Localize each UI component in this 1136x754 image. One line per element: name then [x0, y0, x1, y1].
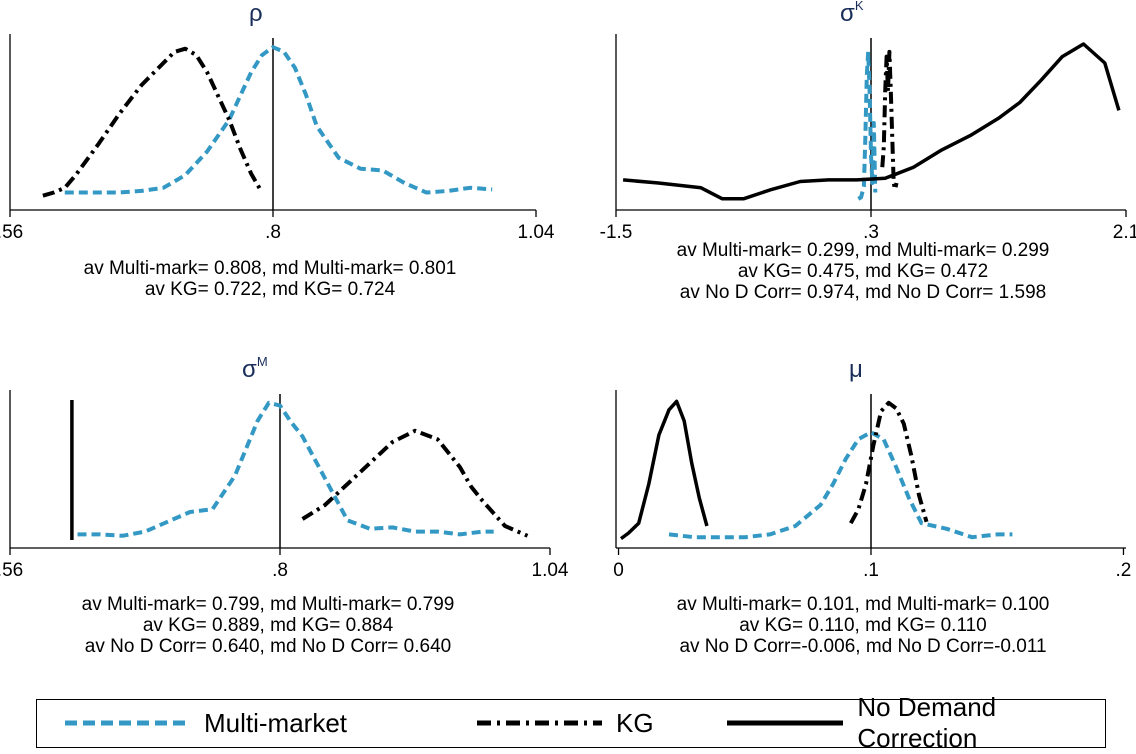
stats-line: av KG= 0.475, md KG= 0.472 [737, 261, 989, 282]
x-tick-label: 2.1 [1113, 222, 1136, 243]
stats-line: av Multi-mark= 0.808, md Multi-mark= 0.8… [83, 258, 457, 279]
stats-line: av KG= 0.722, md KG= 0.724 [144, 279, 396, 300]
stats-line: av Multi-mark= 0.299, md Multi-mark= 0.2… [676, 240, 1050, 261]
stats-line: av No D Corr= 0.974, md No D Corr= 1.598 [679, 282, 1047, 303]
series-line-multi-market [668, 430, 1013, 540]
x-tick-label: .56 [0, 222, 23, 243]
x-tick-label: .8 [265, 222, 281, 243]
series-line-kg [849, 400, 929, 525]
legend-label-multi-market: Multi-market [204, 707, 348, 738]
legend-item-multi-market: Multi-market [65, 700, 347, 746]
series-line-kg [880, 49, 899, 192]
panel-title-rho: ρ [249, 0, 263, 27]
legend-label-kg: KG [616, 707, 654, 738]
x-tick-label: .1 [863, 560, 879, 581]
series-line-multi-market [77, 400, 494, 538]
legend: Multi-market KG No Demand Correction [36, 692, 1106, 753]
x-tick-label: .3 [863, 222, 879, 243]
legend-item-no-demand-correction: No Demand Correction [727, 692, 1105, 753]
legend-swatch-kg [477, 720, 602, 726]
stats-line: av Multi-mark= 0.799, md Multi-mark= 0.7… [81, 594, 455, 615]
legend-swatch-no-demand-correction [727, 720, 844, 726]
legend-item-kg: KG [477, 700, 654, 746]
x-tick-label: 1.04 [532, 560, 569, 581]
panel-stats-mu: av Multi-mark= 0.101, md Multi-mark= 0.1… [583, 594, 1136, 657]
stats-line: av No D Corr= 0.640, md No D Corr= 0.640 [84, 636, 452, 657]
series-line-no-demand-correction [619, 399, 709, 541]
x-tick-label: -1.5 [600, 222, 633, 243]
x-tick-label: .8 [272, 560, 288, 581]
stats-line: av Multi-mark= 0.101, md Multi-mark= 0.1… [676, 594, 1050, 615]
x-tick-label: .56 [0, 560, 23, 581]
series-line-kg [301, 428, 529, 538]
x-tick-label: 0 [613, 560, 624, 581]
series-line-multi-market [857, 49, 878, 201]
stats-line: av KG= 0.889, md KG= 0.884 [142, 615, 394, 636]
panel-stats-sigma-k: av Multi-mark= 0.299, md Multi-mark= 0.2… [583, 240, 1136, 303]
stats-line: av No D Corr=-0.006, md No D Corr=-0.011 [679, 636, 1047, 657]
series-line-multi-market [64, 45, 493, 195]
legend-swatch-multi-market [65, 720, 190, 726]
series-line-no-demand-correction [622, 42, 1121, 201]
panel-title-sigma-m: σM [242, 354, 268, 383]
panel-stats-rho: av Multi-mark= 0.808, md Multi-mark= 0.8… [0, 258, 550, 300]
stats-line: av KG= 0.110, md KG= 0.110 [739, 615, 987, 636]
legend-label-no-demand-correction: No Demand Correction [857, 692, 997, 753]
panel-title-sigma-k: σK [840, 0, 864, 27]
series-line-kg [42, 46, 264, 198]
panel-stats-sigma-m: av Multi-mark= 0.799, md Multi-mark= 0.7… [0, 594, 548, 657]
x-tick-label: 1.04 [518, 222, 555, 243]
panel-title-mu: μ [849, 356, 863, 383]
x-tick-label: .2 [1116, 560, 1132, 581]
